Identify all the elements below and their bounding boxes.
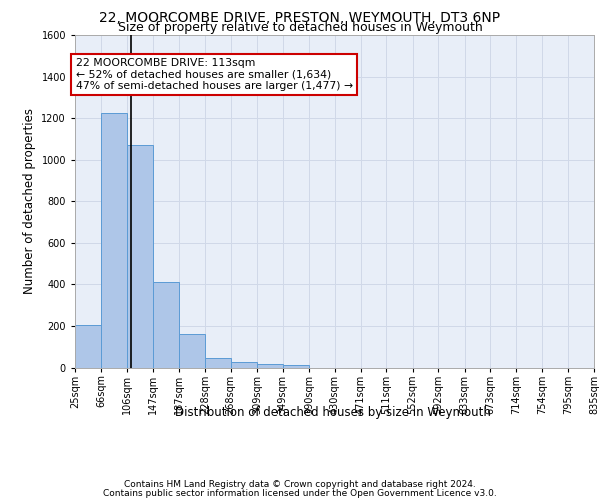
Text: 22 MOORCOMBE DRIVE: 113sqm
← 52% of detached houses are smaller (1,634)
47% of s: 22 MOORCOMBE DRIVE: 113sqm ← 52% of deta… <box>76 58 353 91</box>
Y-axis label: Number of detached properties: Number of detached properties <box>23 108 36 294</box>
Text: 22, MOORCOMBE DRIVE, PRESTON, WEYMOUTH, DT3 6NP: 22, MOORCOMBE DRIVE, PRESTON, WEYMOUTH, … <box>100 11 500 25</box>
Bar <box>101 113 127 368</box>
Bar <box>75 325 101 368</box>
Bar <box>257 364 283 368</box>
Bar <box>283 365 309 368</box>
Bar <box>205 358 230 368</box>
Bar <box>127 145 153 368</box>
Bar <box>230 362 257 368</box>
Bar <box>153 282 179 368</box>
Text: Contains HM Land Registry data © Crown copyright and database right 2024.: Contains HM Land Registry data © Crown c… <box>124 480 476 489</box>
Text: Distribution of detached houses by size in Weymouth: Distribution of detached houses by size … <box>175 406 491 419</box>
Text: Contains public sector information licensed under the Open Government Licence v3: Contains public sector information licen… <box>103 488 497 498</box>
Bar <box>179 334 205 368</box>
Text: Size of property relative to detached houses in Weymouth: Size of property relative to detached ho… <box>118 22 482 35</box>
